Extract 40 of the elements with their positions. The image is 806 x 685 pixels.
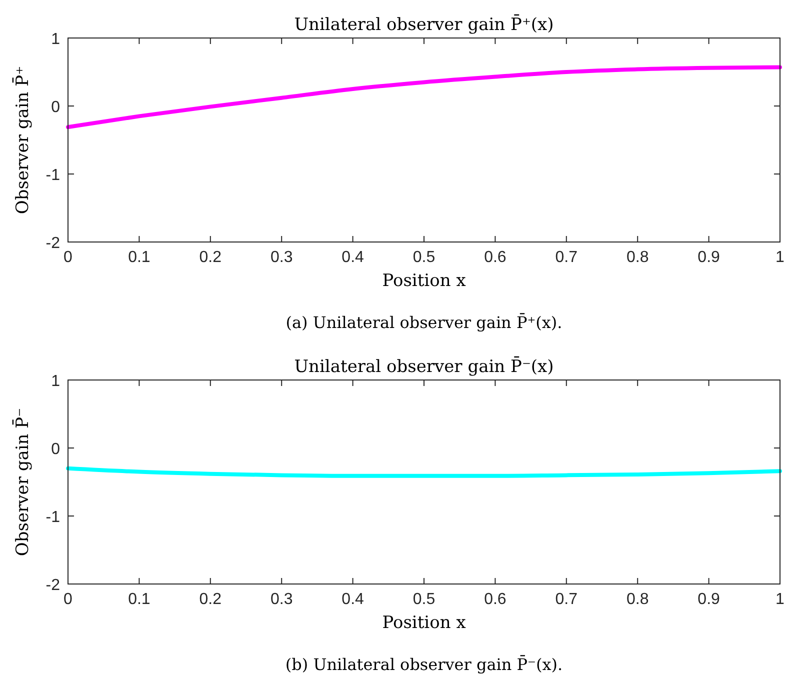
y-tick-label: -1 xyxy=(46,509,60,526)
x-tick-label: 0.5 xyxy=(412,249,436,266)
text: (b) Unilateral observer gain P̄⁻(x). xyxy=(285,655,563,674)
x-tick-label: 0.8 xyxy=(626,249,649,266)
y-tick-label: -1 xyxy=(46,167,60,184)
x-tick-label: 0.7 xyxy=(555,249,578,266)
x-tick-label: 0.6 xyxy=(484,249,506,266)
x-tick-label: 1 xyxy=(776,591,785,608)
x-tick-label: 0.6 xyxy=(484,591,506,608)
x-tick-label: 0 xyxy=(64,591,73,608)
x-tick-label: 0 xyxy=(64,249,73,266)
y-tick-label: -2 xyxy=(46,235,60,252)
x-tick-label: 0.5 xyxy=(412,591,436,608)
x-tick-label: 0.9 xyxy=(698,591,720,608)
y-tick-label: 1 xyxy=(51,31,60,48)
text: (a) Unilateral observer gain P̄⁺(x). xyxy=(286,313,562,332)
line-series xyxy=(66,65,782,130)
y-tick-label: 0 xyxy=(51,441,60,458)
x-tick-label: 0.4 xyxy=(342,591,364,608)
y-axis-title: Observer gain P̄⁺ xyxy=(12,66,33,214)
x-tick-label: 0.2 xyxy=(199,249,222,266)
x-tick-label: 0.7 xyxy=(555,591,578,608)
y-tick-label: 1 xyxy=(51,373,60,390)
x-tick-label: 0.4 xyxy=(342,249,364,266)
x-tick-label: 0.2 xyxy=(199,591,222,608)
y-axis-title: Observer gain P̄⁻ xyxy=(12,408,33,556)
x-tick-label: 1 xyxy=(776,249,785,266)
chart-title: Unilateral observer gain P̄⁻(x) xyxy=(294,356,554,377)
x-axis-title: Position x xyxy=(382,613,466,633)
x-tick-label: 0.3 xyxy=(270,249,293,266)
x-axis-title: Position x xyxy=(382,271,466,291)
x-tick-label: 0.8 xyxy=(626,591,649,608)
x-tick-label: 0.3 xyxy=(270,591,293,608)
chart-title: Unilateral observer gain P̄⁺(x) xyxy=(294,14,554,35)
y-tick-label: 0 xyxy=(51,99,60,116)
y-tick-label: -2 xyxy=(46,577,60,594)
x-tick-label: 0.1 xyxy=(128,591,150,608)
x-tick-label: 0.9 xyxy=(698,249,720,266)
line-series xyxy=(66,466,782,478)
x-tick-label: 0.1 xyxy=(128,249,150,266)
